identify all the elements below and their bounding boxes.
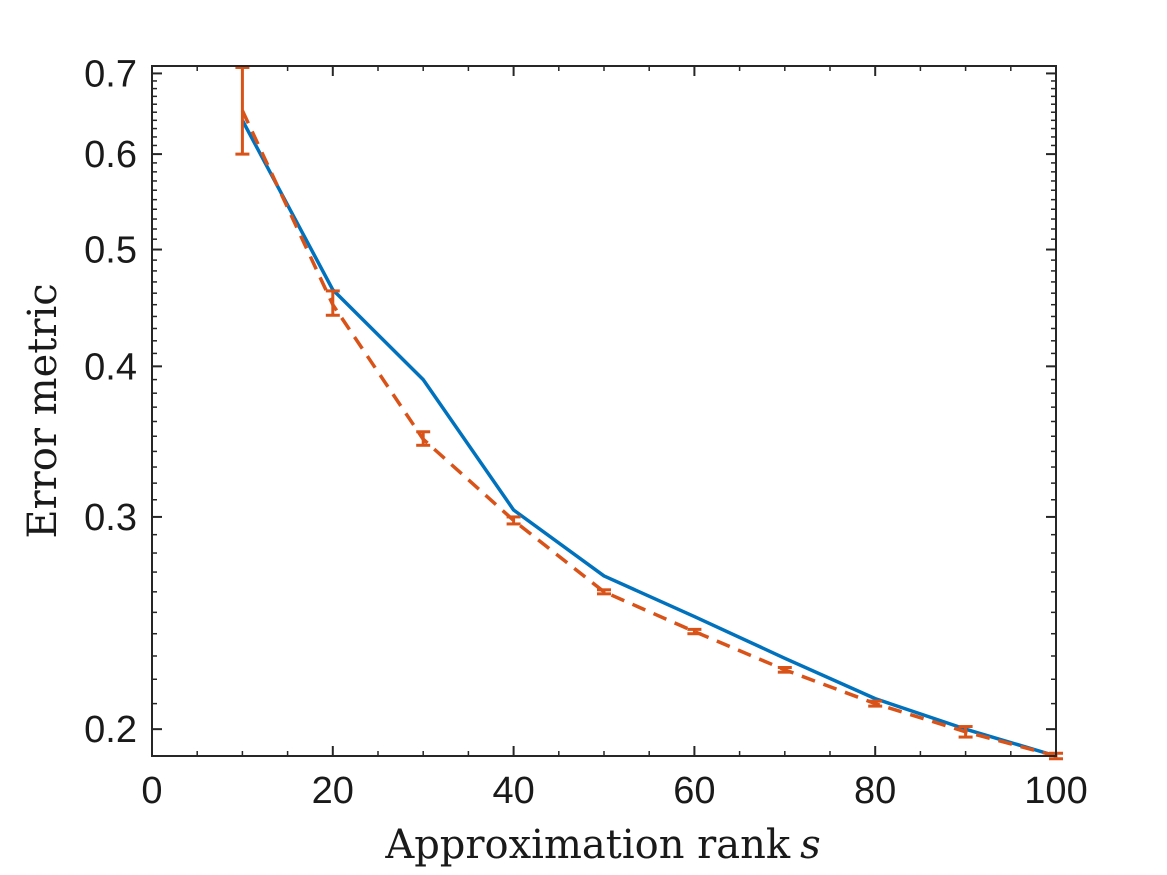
y-tick-labels: 0.2 0.3 0.4 0.5 0.6 0.7 <box>84 53 137 751</box>
x-tick-label: 40 <box>492 770 534 812</box>
x-axis-label-symbol: s <box>800 822 821 868</box>
x-tick-label: 80 <box>854 770 896 812</box>
error-bar <box>235 65 250 156</box>
x-tick-label: 0 <box>141 770 162 812</box>
x-tick-label: 20 <box>312 770 354 812</box>
series-line <box>240 109 1057 758</box>
series-layer <box>235 65 1063 761</box>
series-2 <box>235 65 1063 761</box>
x-axis-label: Approximation rank s <box>384 822 820 868</box>
error-bar <box>506 515 521 526</box>
y-axis-label: Error metric <box>20 283 66 538</box>
error-bar <box>416 430 431 447</box>
series-1 <box>240 119 1057 758</box>
y-tick-label: 0.2 <box>84 709 137 751</box>
error-bar <box>868 699 883 708</box>
y-tick-label: 0.7 <box>84 53 137 95</box>
error-bar <box>325 289 340 317</box>
y-tick-label: 0.6 <box>84 134 137 176</box>
y-tick-label: 0.5 <box>84 230 137 272</box>
x-axis-label-text: Approximation rank <box>384 822 791 868</box>
error-bar <box>687 627 702 636</box>
x-tick-label: 100 <box>1024 770 1087 812</box>
error-bar <box>597 588 611 596</box>
x-tick-label: 60 <box>673 770 715 812</box>
error-bar <box>958 725 973 739</box>
x-tick-labels: 0 20 40 60 80 100 <box>141 770 1087 812</box>
y-tick-label: 0.4 <box>84 346 137 388</box>
y-tick-label: 0.3 <box>84 497 137 539</box>
plot-area <box>152 66 1056 756</box>
plot-frame <box>151 65 1057 757</box>
error-bar <box>777 666 792 674</box>
series-line <box>240 119 1057 758</box>
major-ticks <box>151 66 1057 756</box>
